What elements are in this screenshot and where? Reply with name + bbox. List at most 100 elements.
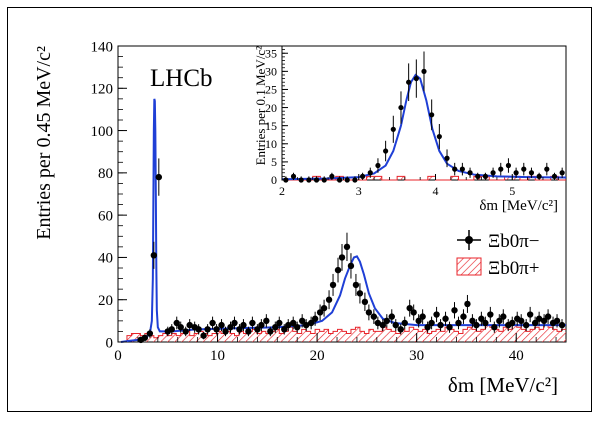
point-marker xyxy=(478,315,485,322)
point-marker xyxy=(535,315,543,322)
point-marker xyxy=(298,177,304,183)
data-point xyxy=(437,319,444,332)
data-point xyxy=(452,162,458,176)
data-point xyxy=(313,176,320,183)
data-point xyxy=(419,309,426,324)
histogram-bin xyxy=(126,335,132,342)
x-tick-label: 2 xyxy=(279,184,285,198)
histogram-bin xyxy=(498,331,504,342)
point-marker xyxy=(469,317,476,325)
histogram-bin xyxy=(270,331,275,342)
point-marker xyxy=(498,166,504,172)
point-marker xyxy=(302,321,310,329)
histogram-bin xyxy=(212,333,217,342)
point-marker xyxy=(290,319,297,327)
point-marker xyxy=(240,321,247,329)
data-point xyxy=(433,306,440,323)
point-marker xyxy=(352,281,360,289)
histogram-bin xyxy=(450,176,459,180)
point-marker xyxy=(316,309,324,316)
data-point xyxy=(173,316,180,330)
point-marker xyxy=(347,262,355,270)
histogram-bin xyxy=(507,329,513,342)
point-marker xyxy=(365,309,373,316)
data-point xyxy=(544,309,552,324)
histogram-bin xyxy=(512,176,520,180)
main-x-axis: 0 10 20 30 40 xyxy=(114,333,557,364)
data-point xyxy=(258,319,265,332)
point-marker xyxy=(227,324,234,331)
point-marker xyxy=(437,321,444,329)
histogram-bin xyxy=(382,327,387,342)
histogram-bin xyxy=(230,333,235,342)
point-marker xyxy=(218,321,225,329)
histogram-bin xyxy=(377,331,383,342)
data-point xyxy=(316,304,324,321)
histogram-bin xyxy=(333,331,338,342)
point-marker xyxy=(258,321,265,329)
point-marker xyxy=(491,324,498,331)
data-point xyxy=(344,176,350,183)
data-point xyxy=(558,319,566,332)
main-x-axis-label: δm [MeV/c²] xyxy=(448,373,558,397)
y-tick-label: 35 xyxy=(265,46,277,60)
y-tick-label: 0 xyxy=(271,173,277,187)
data-point xyxy=(320,299,328,317)
histogram-bin xyxy=(471,329,477,342)
y-tick-label: 60 xyxy=(98,208,113,224)
point-marker xyxy=(544,313,552,320)
point-marker xyxy=(272,324,279,331)
data-point xyxy=(410,304,417,321)
main-y-axis: 0 20 40 60 80 100 120 140 xyxy=(91,39,127,351)
x-tick-label: 10 xyxy=(210,348,225,364)
x-tick-label: 30 xyxy=(409,348,424,364)
point-marker xyxy=(329,173,335,179)
data-point xyxy=(367,167,373,178)
point-marker xyxy=(298,317,306,325)
data-point xyxy=(467,167,473,178)
point-marker xyxy=(236,326,243,333)
point-marker xyxy=(367,170,373,176)
data-point xyxy=(146,329,154,338)
point-marker xyxy=(336,177,343,183)
experiment-label: LHCb xyxy=(150,65,213,92)
histogram-bin xyxy=(149,335,154,342)
histogram-bin xyxy=(436,329,441,342)
histogram-bin xyxy=(283,331,289,342)
histogram-bin xyxy=(386,329,392,342)
point-marker xyxy=(401,319,408,327)
point-marker xyxy=(500,313,507,320)
data-point xyxy=(398,91,404,124)
histogram-bin xyxy=(454,331,459,342)
data-point xyxy=(195,324,202,335)
data-point xyxy=(392,319,399,332)
histogram-bin xyxy=(279,333,284,342)
point-marker xyxy=(446,324,453,331)
point-marker xyxy=(531,319,539,327)
point-marker xyxy=(338,254,346,261)
point-marker xyxy=(509,319,516,327)
point-marker xyxy=(528,170,535,176)
histogram-bin xyxy=(494,329,499,342)
histogram-bin xyxy=(194,333,199,342)
histogram-bin xyxy=(359,331,365,342)
histogram-bin xyxy=(503,327,508,342)
histogram-bin xyxy=(400,329,405,342)
data-point xyxy=(487,306,494,323)
data-point xyxy=(236,324,243,335)
inset-x-axis: 2 3 4 5 xyxy=(279,174,559,198)
histogram-bin xyxy=(234,335,239,342)
point-marker xyxy=(285,321,292,329)
data-point xyxy=(469,314,476,328)
data-point xyxy=(379,319,387,332)
data-point xyxy=(535,311,543,326)
inset-plot: 2 3 4 5 0 5 10 15 20 25 30 35 δm [MeV/c²] Entries … xyxy=(253,45,567,214)
histogram-bin xyxy=(350,329,356,342)
data-point xyxy=(460,309,467,324)
y-tick-label: 25 xyxy=(265,83,277,97)
point-marker xyxy=(320,304,328,312)
x-tick-label: 5 xyxy=(509,184,515,198)
data-point xyxy=(356,283,364,304)
point-marker xyxy=(424,324,431,331)
histogram-bin xyxy=(431,331,437,342)
